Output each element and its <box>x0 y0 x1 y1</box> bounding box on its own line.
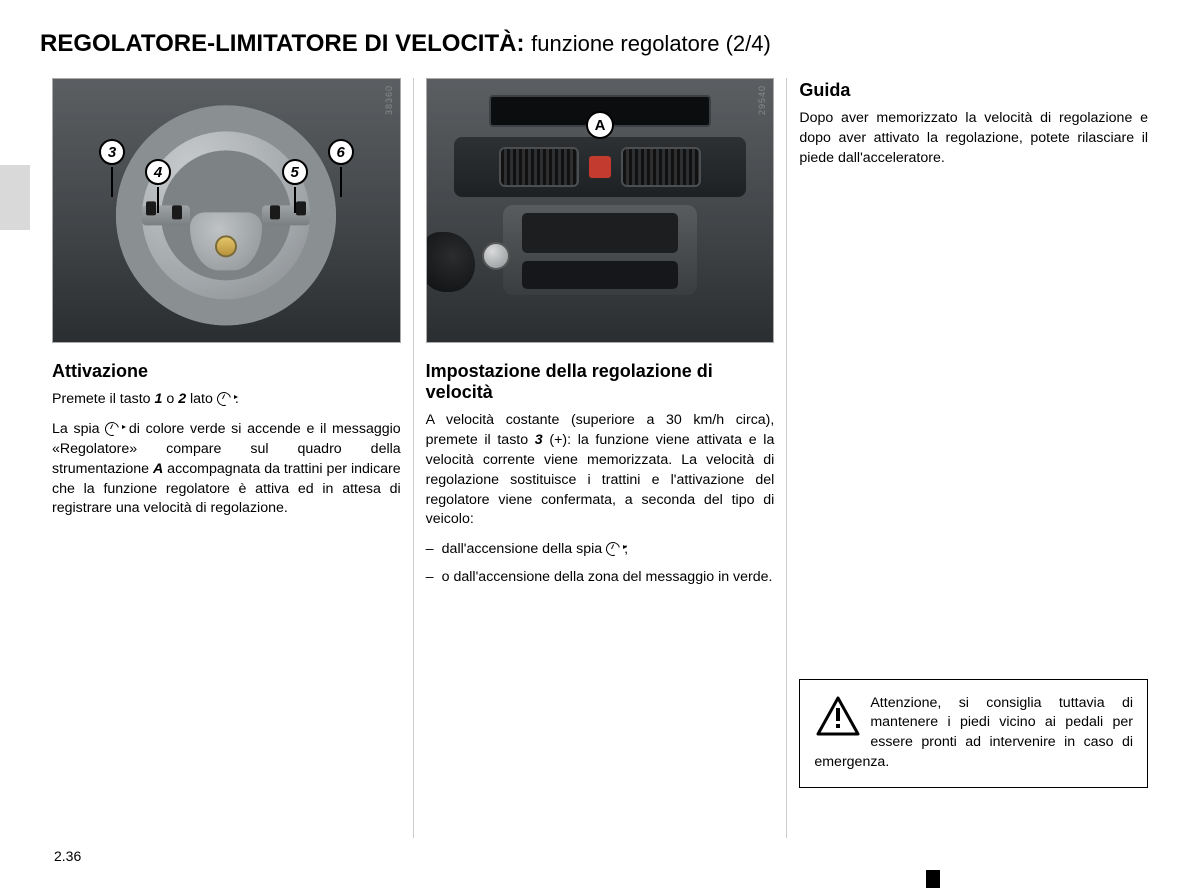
column-left: 38360 3 4 5 6 Attivazione Premete il tas… <box>40 78 413 838</box>
callout-A: A <box>586 111 614 139</box>
cruise-icon <box>105 421 123 435</box>
start-knob <box>482 242 510 270</box>
callout-3: 3 <box>99 139 125 165</box>
warning-box: Attenzione, si consiglia tuttavia di man… <box>799 679 1148 789</box>
dash-vents <box>454 137 745 197</box>
columns: 38360 3 4 5 6 Attivazione Premete il tas… <box>40 78 1160 838</box>
center-console <box>503 205 697 295</box>
list-item: o dall'accensione della zona del messagg… <box>426 568 775 588</box>
side-tab <box>0 165 30 230</box>
cruise-icon <box>606 541 624 555</box>
title-sub: funzione regolatore (2/4) <box>531 31 771 56</box>
callout-4: 4 <box>145 159 171 185</box>
title-main: REGOLATORE-LIMITATORE DI VELOCITÀ: <box>40 30 531 57</box>
hand <box>426 232 475 292</box>
page-title: REGOLATORE-LIMITATORE DI VELOCITÀ: funzi… <box>40 30 1160 58</box>
warning-icon <box>816 696 860 736</box>
figure-dashboard: 29540 A <box>426 78 775 343</box>
confirmation-list: dall'accensione della spia ; o dall'acce… <box>426 540 775 588</box>
page-number: 2.36 <box>54 848 81 864</box>
column-right: Guida Dopo aver memorizzato la velocità … <box>786 78 1160 838</box>
cruise-icon <box>217 391 235 405</box>
heading-guida: Guida <box>799 80 1148 101</box>
figure-code: 38360 <box>384 85 394 115</box>
footer-mark <box>926 870 940 888</box>
callout-6: 6 <box>328 139 354 165</box>
figure-code: 29540 <box>757 85 767 115</box>
p-impostazione-1: A velocità costante (superiore a 30 km/h… <box>426 411 775 530</box>
p-attivazione-2: La spia di colore verde si accende e il … <box>52 420 401 519</box>
steering-wheel <box>116 105 336 325</box>
p-guida-1: Dopo aver memorizzato la velocità di reg… <box>799 109 1148 169</box>
column-middle: 29540 A Impostazione della regolazione d… <box>413 78 787 838</box>
p-attivazione-1: Premete il tasto 1 o 2 lato . <box>52 390 401 410</box>
warning-text: Attenzione, si consiglia tuttavia di man… <box>814 695 1133 771</box>
callout-5: 5 <box>282 159 308 185</box>
heading-attivazione: Attivazione <box>52 361 401 382</box>
heading-impostazione: Impostazione della regolazione di veloci… <box>426 361 775 403</box>
list-item: dall'accensione della spia ; <box>426 540 775 560</box>
figure-steering-wheel: 38360 3 4 5 6 <box>52 78 401 343</box>
